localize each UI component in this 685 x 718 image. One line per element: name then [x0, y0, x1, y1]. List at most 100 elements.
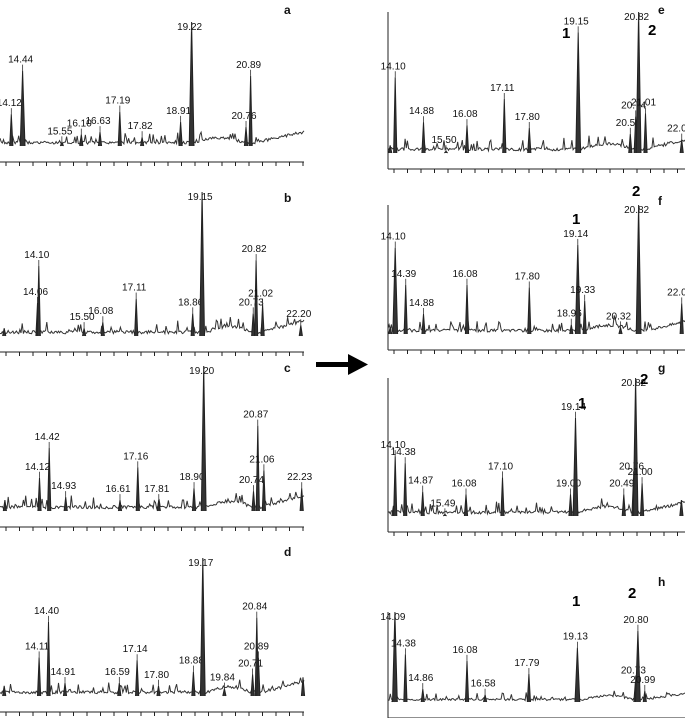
retention-time-label: 18.96 [557, 309, 582, 320]
retention-time-label: 14.09 [380, 612, 405, 623]
retention-time-label: 17.11 [122, 283, 147, 294]
retention-time-label: 14.12 [0, 98, 22, 109]
peak-d-1 [37, 657, 42, 697]
peak-a-4 [97, 132, 103, 147]
peak-number-2: 2 [648, 22, 656, 39]
retention-time-label: 14.40 [34, 606, 59, 617]
retention-time-label: 16.10 [67, 119, 92, 130]
chromatogram-panel-c: 14.12 14.42 14.93 16.61 17.16 17.81 18.90 19.20… [0, 361, 313, 531]
retention-time-label: 20.80 [623, 615, 648, 626]
peak-h-7 [574, 647, 581, 703]
retention-time-label: 14.42 [35, 432, 60, 443]
retention-time-label: 16.08 [452, 109, 477, 120]
retention-time-label: 14.12 [25, 462, 50, 473]
peak-f-9 [618, 327, 623, 335]
retention-time-label: 21.06 [249, 454, 274, 465]
peak-a-5 [117, 111, 122, 147]
peak-f-11 [679, 303, 684, 335]
peak-b-11 [298, 325, 303, 337]
retention-time-label: 20.49 [609, 478, 634, 489]
peak-d-8 [199, 557, 206, 697]
retention-time-label: 14.39 [391, 269, 416, 280]
peak-b-6 [190, 313, 195, 337]
peak-b-3 [82, 328, 87, 337]
peak-g-13 [679, 500, 684, 517]
peak-e-0 [388, 145, 393, 154]
peak-h-9 [635, 630, 641, 703]
retention-time-label: 19.33 [570, 285, 595, 296]
retention-time-label: 20.59 [616, 118, 641, 129]
retention-time-label: 20.82 [242, 244, 267, 255]
panel-label-c: c [284, 361, 291, 375]
peak-e-11 [643, 113, 648, 154]
retention-time-label: 16.61 [105, 484, 130, 495]
retention-time-label: 20.71 [238, 658, 263, 669]
peak-d-0 [2, 685, 7, 697]
peak-number-1: 1 [572, 593, 580, 610]
retention-time-label: 19.00 [556, 478, 581, 489]
retention-time-label: 17.80 [144, 670, 169, 681]
retention-time-label: 19.14 [561, 402, 586, 413]
peak-h-3 [420, 689, 425, 703]
peak-g-9 [621, 494, 626, 517]
retention-time-label: 16.08 [451, 478, 476, 489]
retention-time-label: 20.84 [242, 602, 267, 613]
peak-a-6 [140, 137, 145, 147]
peak-c-7 [191, 488, 197, 512]
peak-g-8 [572, 417, 579, 517]
retention-time-label: 20.89 [244, 641, 269, 652]
panel-label-g: g [658, 361, 665, 375]
retention-time-label: 14.87 [408, 476, 433, 487]
retention-time-label: 17.82 [128, 121, 153, 132]
panel-label-f: f [658, 194, 663, 208]
peak-e-6 [527, 127, 532, 154]
peak-a-0 [9, 114, 14, 147]
peak-f-5 [527, 287, 532, 335]
peak-h-10 [642, 690, 647, 703]
peak-b-2 [36, 265, 41, 337]
retention-time-label: 22.23 [287, 472, 312, 483]
peak-f-10 [635, 204, 642, 335]
chromatogram-panel-f: 14.10 14.39 14.88 16.08 17.80 18.96 19.14 19.33… [381, 183, 685, 354]
peak-h-4 [464, 660, 470, 703]
retention-time-label: 14.11 [25, 641, 50, 652]
peak-d-4 [117, 682, 122, 697]
retention-time-label: 20.82 [621, 378, 646, 389]
retention-time-label: 14.44 [8, 55, 33, 66]
peak-g-12 [640, 483, 645, 517]
retention-time-label: 14.10 [381, 440, 406, 451]
panel-label-e: e [658, 3, 665, 17]
peak-a-9 [243, 126, 249, 147]
peak-h-2 [403, 654, 408, 703]
retention-time-label: 20.74 [621, 100, 646, 111]
retention-time-label: 20.89 [236, 60, 261, 71]
retention-time-label: 19.84 [210, 673, 235, 684]
peak-b-9 [254, 260, 259, 337]
retention-time-label: 14.38 [391, 638, 416, 649]
peak-c-3 [63, 497, 68, 512]
peak-h-5 [483, 694, 488, 703]
peak-g-11 [632, 377, 639, 517]
retention-time-label: 14.38 [391, 447, 416, 458]
peak-h-1 [392, 611, 398, 703]
peak-g-5 [463, 494, 469, 517]
peak-e-2 [421, 122, 426, 154]
panel-label-d: d [284, 545, 291, 559]
retention-time-label: 17.10 [488, 461, 513, 472]
peak-h-6 [526, 673, 531, 703]
retention-time-label: 15.50 [70, 312, 95, 323]
retention-time-label: 17.80 [515, 272, 540, 283]
peak-number-1: 1 [562, 25, 570, 42]
retention-time-label: 17.14 [123, 644, 148, 655]
peak-c-10 [255, 425, 260, 512]
peak-f-0 [388, 327, 393, 335]
peak-d-6 [156, 685, 161, 697]
peak-g-7 [568, 494, 573, 517]
retention-time-label: 16.59 [105, 667, 130, 678]
retention-time-label: 15.55 [47, 126, 72, 137]
retention-time-label: 20.99 [630, 675, 655, 686]
retention-time-label: 20.82 [624, 205, 649, 216]
